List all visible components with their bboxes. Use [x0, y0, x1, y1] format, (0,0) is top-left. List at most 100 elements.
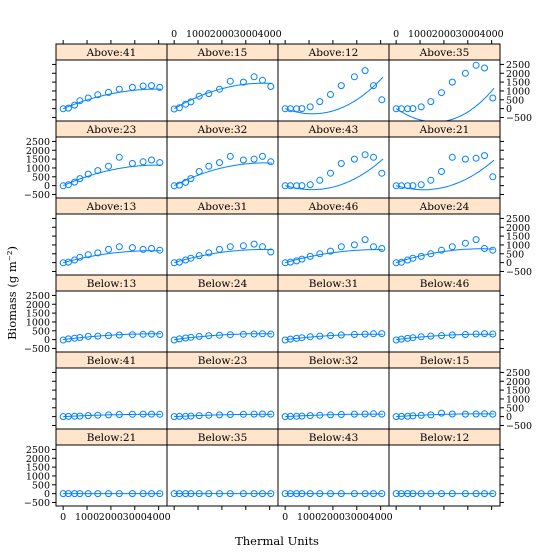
x-axis-title: Thermal Units: [235, 534, 319, 548]
data-point: [64, 181, 72, 189]
y-tick-label: 1000: [26, 471, 50, 482]
data-point: [489, 490, 497, 498]
data-point: [170, 336, 178, 344]
data-point: [427, 332, 435, 340]
data-point: [404, 490, 412, 498]
panel-strip-label: Below:24: [198, 278, 248, 290]
panel-strip-label: Below:46: [420, 278, 470, 290]
data-point: [94, 167, 102, 175]
data-point: [438, 168, 445, 175]
fit-line: [285, 76, 384, 115]
data-point: [71, 101, 79, 109]
fit-line: [173, 162, 273, 187]
data-point: [71, 178, 79, 186]
panel-frame: [55, 213, 168, 276]
panel-strip-label: Below:31: [309, 278, 359, 290]
data-point: [205, 249, 213, 257]
data-point: [94, 332, 102, 340]
data-point: [409, 254, 417, 262]
y-tick-label: 1500: [506, 78, 530, 89]
data-point: [115, 85, 123, 93]
data-point: [267, 83, 275, 90]
data-point: [239, 242, 247, 250]
data-point: [306, 490, 314, 498]
data-point: [226, 490, 234, 498]
data-point: [226, 77, 234, 85]
data-point: [76, 490, 84, 498]
data-point: [378, 96, 386, 104]
data-point: [105, 245, 112, 253]
data-point: [84, 412, 92, 420]
y-tick-label: 2500: [506, 60, 530, 71]
data-point: [337, 331, 345, 339]
data-point: [139, 410, 147, 418]
data-point: [195, 490, 203, 498]
data-point: [327, 91, 334, 98]
data-point: [267, 490, 275, 498]
panel-strip-label: Below:23: [198, 355, 248, 367]
x-tick-label: 4000: [480, 29, 504, 40]
data-point: [481, 152, 488, 160]
panel-strip-label: Above:23: [86, 124, 137, 136]
data-point: [216, 245, 223, 253]
data-point: [409, 182, 417, 190]
data-point: [361, 330, 369, 338]
data-point: [448, 243, 456, 251]
data-point: [378, 169, 386, 177]
y-tick-label: 2500: [26, 445, 50, 456]
data-point: [281, 413, 289, 421]
data-point: [182, 412, 190, 420]
data-point: [205, 332, 213, 340]
data-point: [115, 243, 123, 251]
data-point: [115, 411, 123, 418]
y-tick-label: 500: [506, 403, 524, 414]
y-tick-label: −500: [24, 498, 50, 509]
data-point: [327, 411, 334, 419]
data-point: [350, 490, 358, 498]
data-point: [337, 82, 345, 90]
data-point: [281, 182, 289, 190]
data-point: [361, 236, 369, 244]
panel-strip-label: Above:31: [197, 201, 248, 213]
panel-frame: [388, 367, 501, 430]
data-point: [84, 251, 92, 259]
data-point: [94, 490, 102, 498]
panel: Below:23: [166, 351, 279, 430]
y-tick-label: 1500: [506, 232, 530, 243]
data-point: [226, 243, 234, 251]
data-point: [105, 411, 112, 419]
data-point: [370, 410, 377, 418]
data-point: [71, 256, 79, 264]
data-point: [409, 105, 417, 113]
data-point: [298, 412, 306, 420]
panel: Below:32: [277, 351, 390, 430]
data-point: [417, 181, 425, 189]
data-point: [409, 412, 417, 420]
data-point: [195, 168, 203, 175]
data-point: [370, 330, 377, 338]
data-point: [195, 92, 203, 100]
y-tick-label: −500: [24, 344, 50, 355]
x-tick-label: 2000: [210, 29, 234, 40]
data-point: [105, 490, 112, 498]
data-point: [417, 252, 425, 260]
data-point: [337, 243, 345, 251]
data-point: [448, 78, 456, 86]
data-point: [259, 243, 266, 251]
panel: Above:41: [52, 40, 168, 122]
fit-line: [174, 249, 273, 264]
panel-frame: [388, 59, 501, 122]
data-point: [170, 182, 178, 190]
data-point: [293, 334, 301, 342]
data-point: [427, 490, 435, 498]
panel-strip-label: Below:15: [420, 355, 470, 367]
y-tick-label: 2500: [26, 137, 50, 148]
data-point: [489, 410, 497, 418]
fit-line: [173, 82, 273, 110]
x-tick-label: 4000: [147, 512, 171, 523]
data-point: [281, 259, 289, 267]
data-point: [448, 410, 456, 418]
